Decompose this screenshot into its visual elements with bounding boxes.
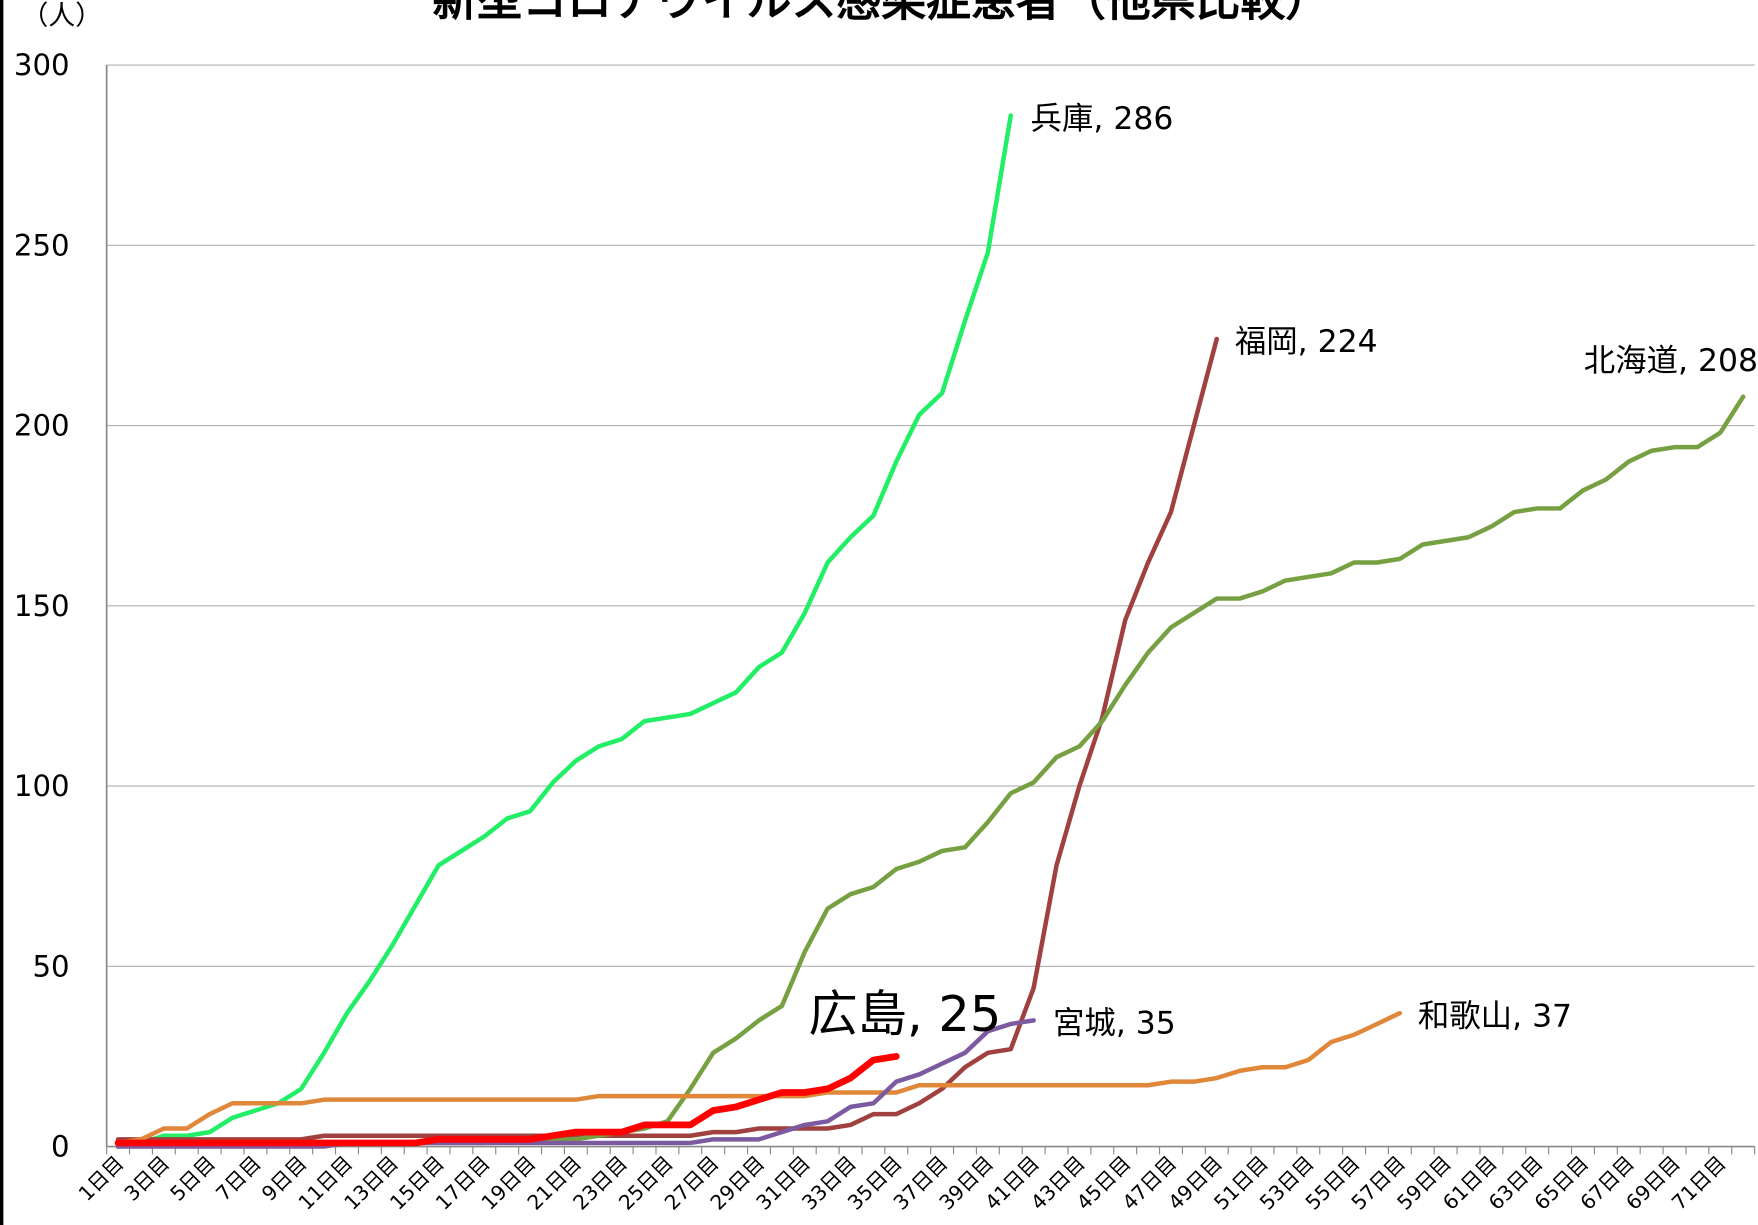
x-tick-label: 7日目: [211, 1151, 266, 1206]
y-tick-label: 100: [14, 769, 70, 803]
y-tick-label: 250: [14, 228, 70, 262]
chart-title: 新型コロナウイルス感染症患者（他県比較）: [432, 0, 1330, 27]
y-tick-label: 300: [14, 48, 70, 82]
series-line: [115, 1018, 1036, 1149]
series-line: [115, 336, 1219, 1142]
y-tick-label: 0: [51, 1130, 70, 1164]
series-label: 兵庫, 286: [1031, 101, 1174, 137]
series-label: 和歌山, 37: [1418, 999, 1572, 1035]
x-tick-label: 1日目: [74, 1151, 129, 1206]
series-label: 広島, 25: [808, 985, 1001, 1043]
y-tick-label: 150: [14, 589, 70, 623]
series-label: 福岡, 224: [1235, 324, 1378, 360]
series-label: 宮城, 35: [1053, 1005, 1176, 1041]
y-axis-label: （人）: [21, 1, 102, 32]
x-tick-label: 5日目: [165, 1151, 220, 1206]
series-line: [115, 1010, 1403, 1146]
y-tick-label: 50: [32, 949, 69, 983]
series-label: 北海道, 208: [1584, 343, 1758, 379]
series-line: [114, 1053, 900, 1147]
y-tick-label: 200: [14, 409, 70, 443]
left-border: [0, 0, 4, 1225]
x-tick-label: 3日目: [119, 1151, 174, 1206]
series-line: [115, 113, 1013, 1149]
